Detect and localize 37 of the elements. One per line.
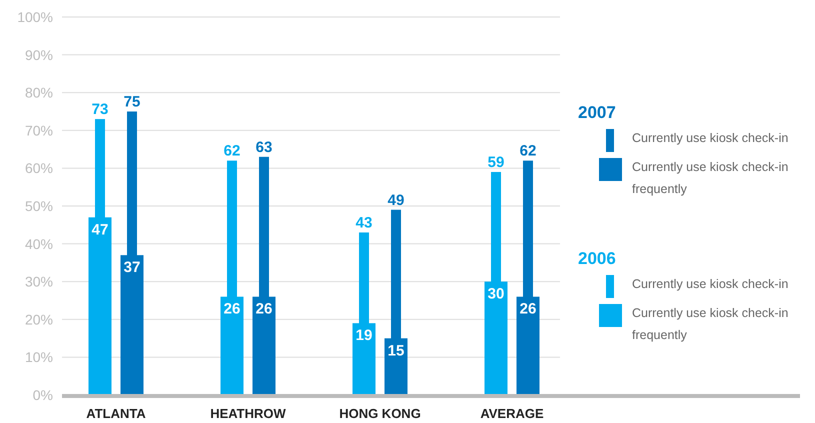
y-tick-label: 20% [24, 311, 53, 328]
x-tick-label: HONG KONG [339, 406, 421, 421]
data-label: 26 [224, 300, 240, 318]
y-tick-label: 30% [24, 274, 53, 290]
data-label: 62 [224, 142, 240, 160]
y-tick-label: 60% [24, 160, 53, 176]
legend-label: Currently use kiosk check-in [632, 131, 788, 145]
data-label: 75 [124, 94, 140, 110]
y-tick-label: 70% [24, 122, 53, 138]
data-label: 59 [488, 154, 504, 171]
y-tick-label: 40% [24, 236, 53, 252]
data-label: 47 [92, 221, 108, 238]
data-label: 73 [92, 101, 108, 118]
data-label: 63 [256, 138, 272, 156]
data-label: 19 [356, 327, 372, 344]
y-tick-label: 100% [17, 9, 53, 25]
y-tick-label: 80% [24, 84, 53, 101]
x-tick-label: ATLANTA [86, 406, 146, 421]
data-label: 49 [388, 192, 404, 209]
legend-label: Currently use kiosk check-in frequently [632, 306, 788, 342]
x-tick-label: HEATHROW [210, 406, 287, 421]
legend-label: Currently use kiosk check-in [632, 277, 788, 291]
data-label: 26 [256, 300, 272, 318]
data-label: 26 [520, 300, 536, 318]
data-label: 43 [356, 214, 372, 232]
data-label: 15 [388, 342, 404, 360]
y-tick-label: 10% [24, 349, 53, 366]
text: 2007 [578, 103, 616, 122]
data-label: 62 [520, 142, 536, 160]
y-tick-label: 50% [24, 198, 53, 214]
y-tick-label: 0% [32, 387, 53, 403]
y-tick-label: 90% [24, 46, 53, 63]
text: 2006 [578, 249, 616, 268]
x-tick-label: AVERAGE [480, 406, 544, 421]
data-label: 37 [124, 259, 140, 276]
data-label: 30 [488, 286, 504, 303]
legend-label: Currently use kiosk check-in frequently [632, 160, 788, 196]
